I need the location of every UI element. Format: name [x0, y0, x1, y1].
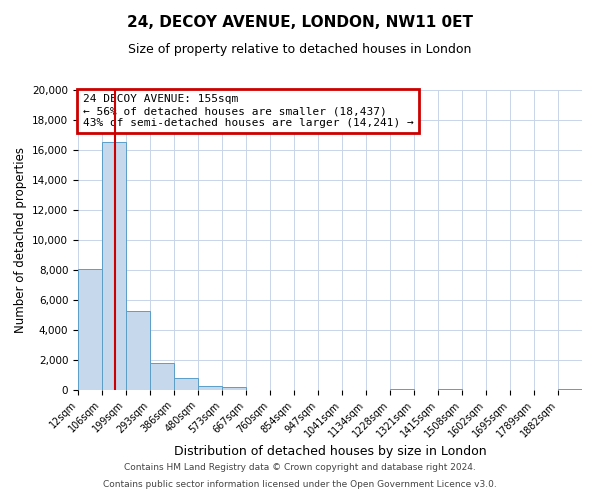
Bar: [390, 388, 414, 390]
Bar: [558, 388, 582, 390]
Text: Contains HM Land Registry data © Crown copyright and database right 2024.: Contains HM Land Registry data © Crown c…: [124, 464, 476, 472]
Text: Size of property relative to detached houses in London: Size of property relative to detached ho…: [128, 42, 472, 56]
Y-axis label: Number of detached properties: Number of detached properties: [14, 147, 26, 333]
X-axis label: Distribution of detached houses by size in London: Distribution of detached houses by size …: [173, 444, 487, 458]
Bar: [198, 386, 222, 390]
Bar: [174, 378, 198, 390]
Bar: [222, 387, 246, 390]
Bar: [78, 268, 102, 390]
Bar: [438, 388, 462, 390]
Bar: [126, 310, 150, 390]
Bar: [102, 142, 126, 390]
Text: Contains public sector information licensed under the Open Government Licence v3: Contains public sector information licen…: [103, 480, 497, 489]
Text: 24 DECOY AVENUE: 155sqm
← 56% of detached houses are smaller (18,437)
43% of sem: 24 DECOY AVENUE: 155sqm ← 56% of detache…: [83, 94, 414, 128]
Bar: [150, 363, 174, 390]
Text: 24, DECOY AVENUE, LONDON, NW11 0ET: 24, DECOY AVENUE, LONDON, NW11 0ET: [127, 15, 473, 30]
